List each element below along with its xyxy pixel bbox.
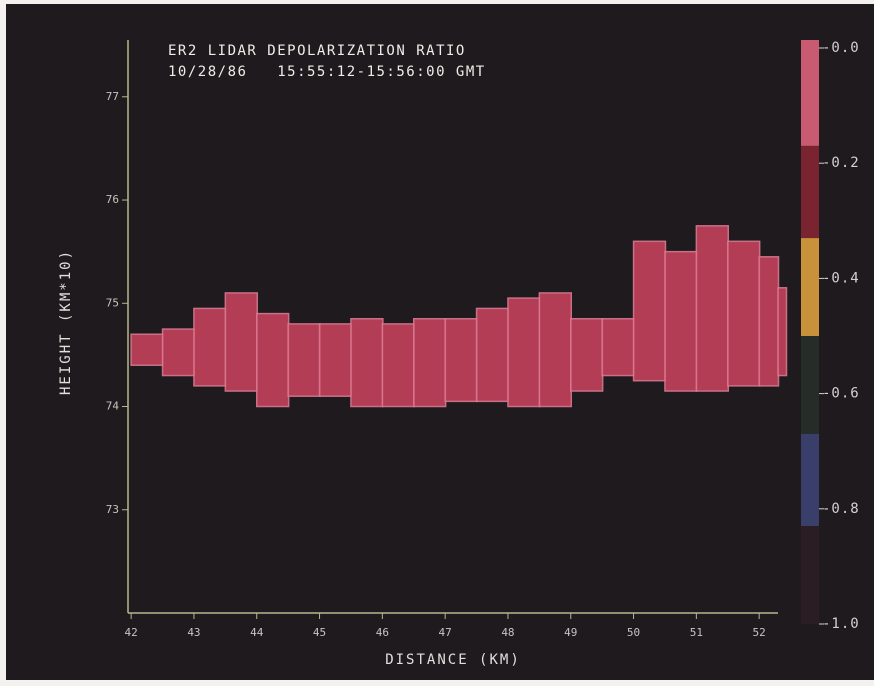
x-tick-label: 50 bbox=[627, 626, 640, 639]
x-tick-label: 46 bbox=[376, 626, 389, 639]
cloud-column bbox=[475, 307, 510, 403]
x-tick-label: 43 bbox=[187, 626, 200, 639]
colorbar-band bbox=[801, 238, 819, 336]
cloud-column bbox=[130, 333, 164, 366]
x-tick-label: 49 bbox=[564, 626, 577, 639]
colorbar-band bbox=[801, 336, 819, 434]
cloud-column bbox=[444, 318, 478, 403]
cloud-column bbox=[350, 318, 384, 408]
cloud-column bbox=[570, 318, 604, 392]
x-tick-label: 44 bbox=[250, 626, 264, 639]
y-tick-label: 73 bbox=[106, 503, 119, 516]
y-tick-label: 74 bbox=[106, 400, 120, 413]
cloud-column bbox=[727, 240, 761, 387]
cloud-column bbox=[758, 256, 780, 387]
x-tick-label: 52 bbox=[753, 626, 766, 639]
colorbar-band bbox=[801, 145, 819, 239]
x-tick-label: 48 bbox=[501, 626, 514, 639]
colorbar-tick-label: -1.0 bbox=[822, 616, 860, 632]
cloud-column bbox=[507, 297, 541, 408]
cloud-column bbox=[412, 318, 447, 408]
y-axis-label: HEIGHT (KM*10) bbox=[58, 249, 74, 395]
colorbar-tick-label: -0.4 bbox=[822, 270, 860, 286]
y-tick-label: 76 bbox=[106, 193, 119, 206]
colorbar-band bbox=[801, 433, 819, 527]
x-tick-label: 51 bbox=[690, 626, 703, 639]
cloud-column bbox=[255, 312, 290, 408]
colorbar-band bbox=[801, 526, 819, 624]
colorbar-tick-label: -0.6 bbox=[822, 386, 860, 402]
colorbar-band bbox=[801, 40, 819, 146]
x-tick-label: 45 bbox=[313, 626, 326, 639]
cloud-column bbox=[161, 328, 196, 377]
cloud-column bbox=[287, 323, 321, 397]
cloud-column bbox=[777, 287, 788, 377]
y-tick-label: 77 bbox=[106, 90, 119, 103]
y-tick-label: 75 bbox=[106, 296, 119, 309]
cloud-column bbox=[318, 323, 353, 397]
cloud-column bbox=[664, 250, 698, 392]
cloud-column bbox=[224, 292, 258, 392]
cloud-column bbox=[632, 240, 667, 382]
colorbar-tick-label: -0.8 bbox=[822, 501, 860, 517]
cloud-column bbox=[538, 292, 573, 408]
cloud-column bbox=[381, 323, 415, 408]
cloud-column bbox=[695, 225, 730, 392]
colorbar-tick-label: -0.0 bbox=[822, 40, 860, 56]
x-tick-label: 42 bbox=[125, 626, 138, 639]
cloud-column bbox=[601, 318, 635, 377]
chart-subtitle: 10/28/86 15:55:12-15:56:00 GMT bbox=[168, 64, 486, 80]
x-tick-label: 47 bbox=[439, 626, 452, 639]
cloud-column bbox=[193, 307, 227, 387]
chart-title: ER2 LIDAR DEPOLARIZATION RATIO bbox=[168, 43, 466, 59]
colorbar-tick-label: -0.2 bbox=[822, 155, 860, 171]
x-axis-label: DISTANCE (KM) bbox=[385, 652, 521, 668]
